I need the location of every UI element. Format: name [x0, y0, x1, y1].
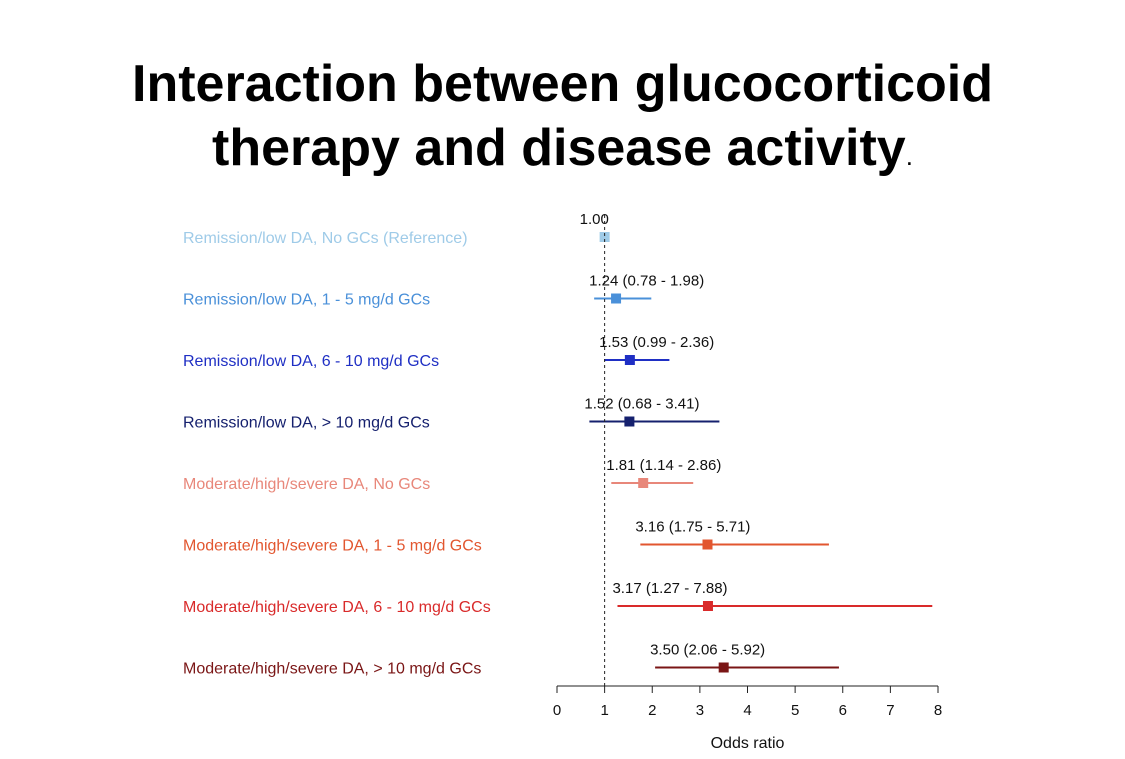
- row-label: Moderate/high/severe DA, 6 - 10 mg/d GCs: [183, 599, 491, 616]
- slide-title-line-1: Interaction between glucocorticoid: [132, 55, 993, 113]
- estimate-label: 1.81 (1.14 - 2.86): [606, 457, 721, 474]
- estimate-label: 1.52 (0.68 - 3.41): [584, 396, 699, 413]
- x-tick-label: 8: [934, 702, 942, 719]
- point-estimate-marker: [624, 355, 635, 365]
- point-estimate-marker: [702, 601, 713, 611]
- point-estimate-marker: [599, 232, 610, 242]
- x-tick-label: 6: [839, 702, 847, 719]
- x-tick-label: 0: [553, 702, 561, 719]
- estimate-label: 3.50 (2.06 - 5.92): [650, 642, 765, 659]
- x-tick-label: 3: [696, 702, 704, 719]
- point-estimate-marker: [702, 539, 713, 550]
- estimate-label: 3.17 (1.27 - 7.88): [612, 580, 727, 597]
- x-tick-label: 1: [600, 702, 608, 719]
- row-label: Moderate/high/severe DA, No GCs: [183, 476, 430, 493]
- x-axis: 0 1 2 3 4 5 6 7 8: [553, 685, 942, 719]
- row-label: Moderate/high/severe DA, 1 - 5 mg/d GCs: [183, 538, 482, 555]
- forest-row: Moderate/high/severe DA, > 10 mg/d GCs 3.…: [183, 642, 839, 678]
- estimate-label: 1.24 (0.78 - 1.98): [589, 273, 704, 290]
- forest-row: Remission/low DA, 6 - 10 mg/d GCs 1.53 (0…: [183, 334, 714, 370]
- estimate-label: 3.16 (1.75 - 5.71): [635, 519, 750, 536]
- row-label: Moderate/high/severe DA, > 10 mg/d GCs: [183, 661, 481, 678]
- forest-row: Moderate/high/severe DA, 6 - 10 mg/d GCs…: [183, 580, 933, 616]
- point-estimate-marker: [611, 293, 622, 304]
- forest-row: Remission/low DA, > 10 mg/d GCs 1.52 (0.6…: [183, 396, 720, 432]
- x-axis-title: Odds ratio: [711, 735, 785, 752]
- slide-title-line-2: therapy and disease activity.: [0, 116, 1125, 188]
- point-estimate-marker: [638, 478, 649, 488]
- forest-row: Remission/low DA, 1 - 5 mg/d GCs 1.24 (0.…: [183, 273, 704, 309]
- row-label: Remission/low DA, 6 - 10 mg/d GCs: [183, 353, 439, 370]
- estimate-label: 1.00: [580, 211, 609, 228]
- x-tick-label: 5: [791, 702, 799, 719]
- x-tick-label: 7: [886, 702, 894, 719]
- slide-title-line-2-text: therapy and disease activity: [212, 119, 906, 177]
- forest-row: Moderate/high/severe DA, 1 - 5 mg/d GCs 3…: [183, 519, 829, 555]
- forest-rows: Remission/low DA, No GCs (Reference) 1.00…: [183, 211, 933, 678]
- row-label: Remission/low DA, > 10 mg/d GCs: [183, 415, 430, 432]
- x-tick-label: 4: [743, 702, 751, 719]
- row-label: Remission/low DA, No GCs (Reference): [183, 230, 468, 247]
- slide-title-period: .: [905, 141, 913, 171]
- x-tick-label: 2: [648, 702, 656, 719]
- forest-row: Remission/low DA, No GCs (Reference) 1.00: [183, 211, 610, 247]
- point-estimate-marker: [718, 662, 729, 673]
- slide-title: Interaction between glucocorticoid thera…: [0, 52, 1125, 188]
- point-estimate-marker: [624, 416, 635, 427]
- estimate-label: 1.53 (0.99 - 2.36): [599, 334, 714, 351]
- row-label: Remission/low DA, 1 - 5 mg/d GCs: [183, 292, 430, 309]
- forest-row: Moderate/high/severe DA, No GCs 1.81 (1.1…: [183, 457, 721, 493]
